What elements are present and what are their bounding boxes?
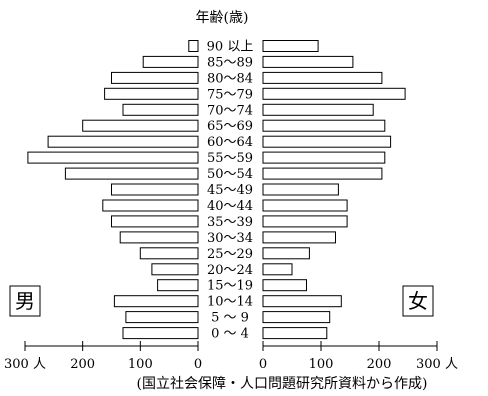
male-bar [104, 87, 199, 100]
age-group-label: 90 以上 [207, 40, 254, 55]
male-bar [188, 40, 199, 52]
male-bar [102, 199, 199, 212]
female-axis-tick-label: 0 [259, 357, 267, 372]
male-label: 男 [15, 289, 35, 313]
male-bar [122, 103, 199, 116]
male-bar [111, 71, 199, 84]
male-bar [122, 327, 199, 340]
male-axis-tick-label: 0 [194, 357, 202, 372]
female-bar [262, 215, 348, 228]
female-bars [262, 40, 406, 340]
male-axis-tick-label: 100 [128, 357, 153, 372]
male-bar [47, 135, 199, 148]
female-bar [262, 311, 331, 324]
male-bar [125, 311, 199, 324]
female-bar [262, 295, 342, 308]
age-group-label: 65～69 [207, 119, 253, 134]
female-axis-tick-label: 200 [367, 357, 392, 372]
female-axis-tick-label: 300 人 [416, 357, 458, 372]
female-bar [262, 183, 339, 196]
age-group-label: 0 ～ 4 [211, 327, 249, 342]
female-label-box [402, 285, 434, 317]
male-bar [64, 167, 199, 180]
male-axis-tick-label: 200 [70, 357, 95, 372]
female-bar [262, 231, 336, 244]
female-bar [262, 263, 293, 276]
female-bar [262, 135, 392, 148]
male-bar [151, 263, 199, 276]
female-label: 女 [408, 289, 428, 313]
female-bar [262, 279, 307, 292]
age-group-label: 45～49 [207, 183, 253, 198]
female-bar [262, 40, 319, 52]
female-bar [262, 327, 328, 340]
female-x-axis: 0 100 200 300 人 [259, 341, 458, 372]
female-bar [262, 119, 386, 132]
male-bars [27, 40, 199, 340]
male-bar [111, 183, 199, 196]
female-bar [262, 151, 386, 164]
male-bar [142, 55, 199, 68]
age-group-label: 5 ～ 9 [211, 311, 249, 326]
chart-title: 年齢(歳) [196, 10, 249, 26]
age-group-label: 60～64 [207, 135, 253, 150]
female-bar [262, 87, 406, 100]
female-bar [262, 55, 354, 68]
male-bar [119, 231, 199, 244]
female-bar [262, 167, 383, 180]
male-axis-tick-label: 300 人 [4, 357, 46, 372]
male-x-axis: 300 人 200 100 0 [4, 341, 202, 372]
source-note: (国立社会保障・人口問題研究所資料から作成) [137, 376, 428, 392]
female-bar [262, 199, 348, 212]
female-axis-tick-label: 100 [309, 357, 334, 372]
male-bar [157, 279, 199, 292]
age-group-label: 85～89 [207, 55, 253, 70]
age-group-label: 10～14 [207, 295, 253, 310]
age-group-label: 70～74 [207, 103, 253, 118]
age-group-label: 55～59 [207, 151, 253, 166]
male-label-box [9, 285, 41, 317]
male-bar [139, 247, 199, 260]
age-group-label: 80～84 [207, 71, 253, 86]
male-bar [82, 119, 199, 132]
age-group-label: 15～19 [207, 279, 253, 294]
age-group-label: 30～34 [207, 231, 253, 246]
age-group-label: 40～44 [207, 199, 253, 214]
female-bar [262, 247, 310, 260]
male-bar [113, 295, 199, 308]
age-group-label: 75～79 [207, 87, 253, 102]
age-group-labels: 90 以上85～8980～8475～7970～7465～6960～6455～59… [207, 40, 254, 342]
female-bar [262, 71, 383, 84]
age-group-label: 20～24 [207, 263, 253, 278]
male-bar [111, 215, 199, 228]
age-group-label: 35～39 [207, 215, 253, 230]
male-bar [27, 151, 199, 164]
age-group-label: 25～29 [207, 247, 253, 262]
female-bar [262, 103, 374, 116]
age-group-label: 50～54 [207, 167, 253, 182]
